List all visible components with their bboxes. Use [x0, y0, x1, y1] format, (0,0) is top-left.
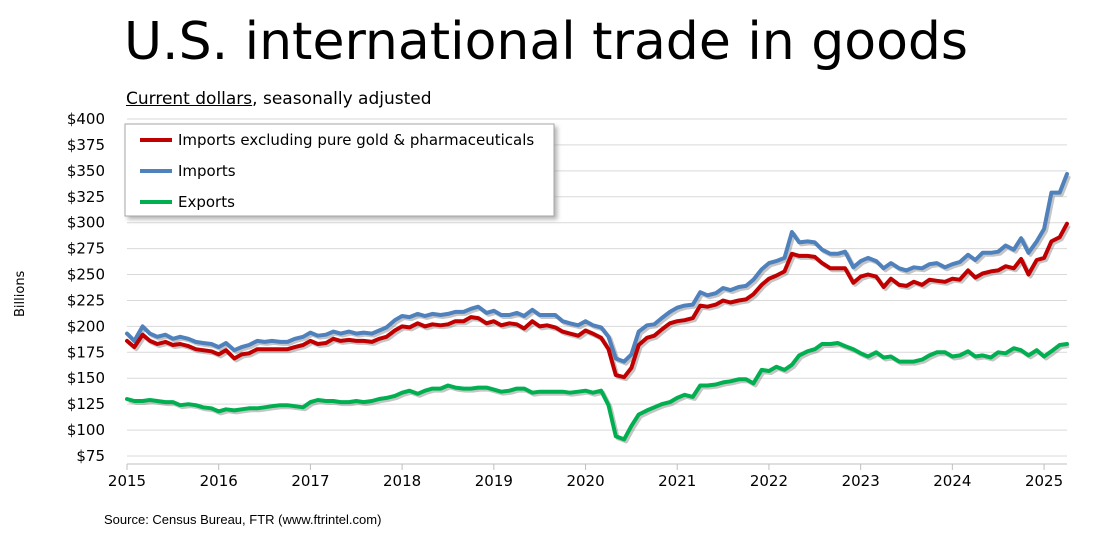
y-tick-label: $375 [67, 136, 105, 154]
x-tick-label: 2022 [750, 472, 788, 490]
x-tick-label: 2016 [200, 472, 238, 490]
y-tick-label: $300 [67, 214, 105, 232]
y-tick-label: $350 [67, 162, 105, 180]
x-axis: 2015 2016 2017 2018 2019 2020 2021 2022 2023 2024… [108, 463, 1067, 490]
y-tick-label: $175 [67, 343, 105, 361]
x-tick-label: 2019 [475, 472, 513, 490]
chart-subtitle: Current dollars, seasonally adjusted [126, 88, 432, 110]
y-tick-label: $100 [67, 421, 105, 439]
legend-entry: Exports [178, 193, 235, 211]
series-line-imports [125, 172, 1069, 364]
series-line-imports-ex [125, 221, 1069, 380]
subtitle-underlined: Current dollars [126, 89, 253, 109]
legend-box [124, 123, 555, 217]
y-tick-label: $275 [67, 240, 105, 258]
source-note: Source: Census Bureau, FTR (www.ftrintel… [104, 512, 382, 527]
x-tick-label: 2018 [383, 472, 421, 490]
y-tick-label: $250 [67, 266, 105, 284]
y-tick-label: $200 [67, 317, 105, 335]
y-tick-label: $75 [76, 447, 105, 465]
y-tick-label: $125 [67, 395, 105, 413]
chart-title: U.S. international trade in goods [124, 12, 969, 72]
series-line-exports [125, 341, 1069, 442]
y-tick-label: $225 [67, 291, 105, 309]
x-tick-label: 2020 [566, 472, 604, 490]
y-tick-label: $325 [67, 188, 105, 206]
legend: Imports excluding pure gold & pharmaceut… [124, 123, 555, 217]
y-tick-label: $150 [67, 369, 105, 387]
x-tick-label: 2021 [658, 472, 696, 490]
x-tick-label: 2024 [933, 472, 971, 490]
x-tick-label: 2025 [1025, 472, 1063, 490]
series-lines [125, 172, 1071, 444]
y-tick-label: $400 [67, 110, 105, 128]
legend-entry: Imports [178, 162, 236, 180]
x-tick-label: 2015 [108, 472, 146, 490]
x-tick-label: 2017 [291, 472, 329, 490]
y-axis-ticks: $75 $100 $125 $150 $175 $200 $225 $250 $275 $300 $… [67, 110, 105, 465]
subtitle-rest: , seasonally adjusted [252, 89, 432, 109]
x-tick-label: 2023 [842, 472, 880, 490]
legend-entry: Imports excluding pure gold & pharmaceut… [178, 131, 534, 149]
